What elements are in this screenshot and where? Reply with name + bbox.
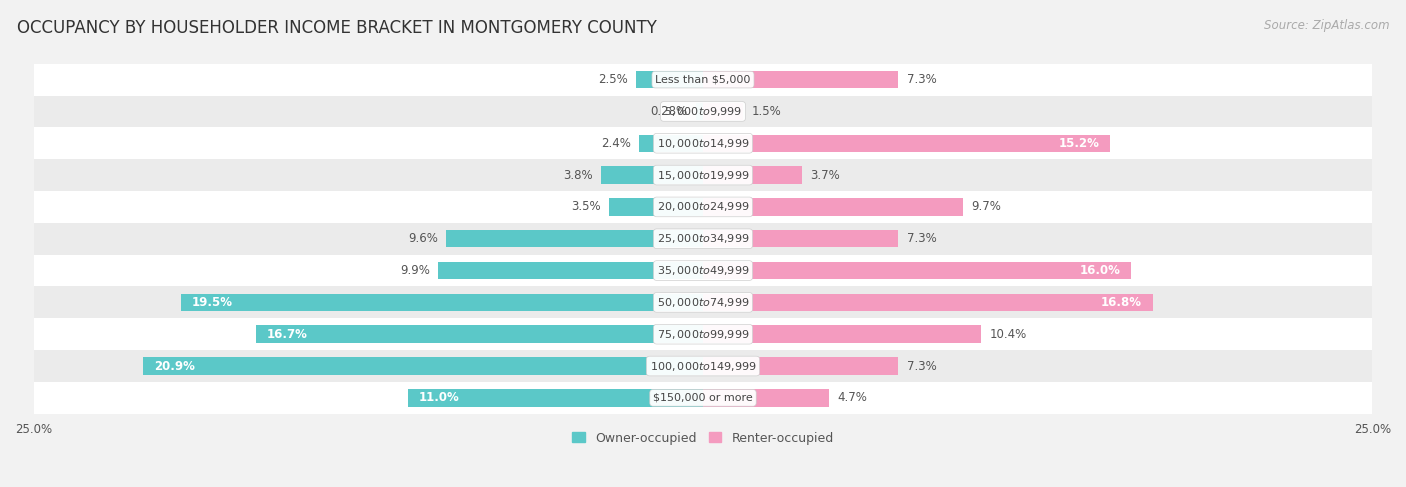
Text: 7.3%: 7.3% <box>907 359 936 373</box>
Text: $5,000 to $9,999: $5,000 to $9,999 <box>664 105 742 118</box>
Text: 2.4%: 2.4% <box>600 137 631 150</box>
Text: 4.7%: 4.7% <box>837 392 866 404</box>
Bar <box>696 103 703 120</box>
Text: $10,000 to $14,999: $10,000 to $14,999 <box>657 137 749 150</box>
Text: Less than $5,000: Less than $5,000 <box>655 75 751 85</box>
Bar <box>409 389 703 407</box>
Text: $100,000 to $149,999: $100,000 to $149,999 <box>650 359 756 373</box>
Text: $20,000 to $24,999: $20,000 to $24,999 <box>657 201 749 213</box>
Bar <box>703 134 1109 152</box>
Text: $25,000 to $34,999: $25,000 to $34,999 <box>657 232 749 245</box>
Text: OCCUPANCY BY HOUSEHOLDER INCOME BRACKET IN MONTGOMERY COUNTY: OCCUPANCY BY HOUSEHOLDER INCOME BRACKET … <box>17 19 657 37</box>
Bar <box>703 230 898 247</box>
Bar <box>34 318 1372 350</box>
Text: 7.3%: 7.3% <box>907 73 936 86</box>
Bar <box>34 286 1372 318</box>
Bar <box>446 230 703 247</box>
Text: 9.6%: 9.6% <box>408 232 437 245</box>
Bar <box>34 382 1372 414</box>
Bar <box>636 71 703 88</box>
Text: 7.3%: 7.3% <box>907 232 936 245</box>
Text: 16.0%: 16.0% <box>1080 264 1121 277</box>
Bar <box>256 325 703 343</box>
Text: 16.8%: 16.8% <box>1101 296 1142 309</box>
Text: $75,000 to $99,999: $75,000 to $99,999 <box>657 328 749 341</box>
Text: 9.7%: 9.7% <box>970 201 1001 213</box>
Bar <box>609 198 703 216</box>
Text: Source: ZipAtlas.com: Source: ZipAtlas.com <box>1264 19 1389 33</box>
Bar <box>437 262 703 280</box>
Text: 2.5%: 2.5% <box>599 73 628 86</box>
Bar <box>602 167 703 184</box>
Bar <box>703 167 801 184</box>
Text: 19.5%: 19.5% <box>191 296 232 309</box>
Bar <box>638 134 703 152</box>
Bar <box>34 350 1372 382</box>
Bar <box>34 64 1372 95</box>
Bar <box>34 223 1372 255</box>
Bar <box>703 198 963 216</box>
Text: 1.5%: 1.5% <box>751 105 780 118</box>
Bar <box>34 255 1372 286</box>
Text: 11.0%: 11.0% <box>419 392 460 404</box>
Text: 3.8%: 3.8% <box>564 169 593 182</box>
Text: 3.5%: 3.5% <box>572 201 602 213</box>
Bar <box>34 159 1372 191</box>
Bar <box>703 71 898 88</box>
Text: $35,000 to $49,999: $35,000 to $49,999 <box>657 264 749 277</box>
Text: 10.4%: 10.4% <box>990 328 1026 341</box>
Bar <box>143 357 703 375</box>
Text: $50,000 to $74,999: $50,000 to $74,999 <box>657 296 749 309</box>
Bar <box>703 325 981 343</box>
Bar <box>181 294 703 311</box>
Text: 0.28%: 0.28% <box>651 105 688 118</box>
Text: $150,000 or more: $150,000 or more <box>654 393 752 403</box>
Text: $15,000 to $19,999: $15,000 to $19,999 <box>657 169 749 182</box>
Bar <box>703 262 1132 280</box>
Bar <box>703 357 898 375</box>
Bar <box>34 127 1372 159</box>
Text: 16.7%: 16.7% <box>267 328 308 341</box>
Text: 9.9%: 9.9% <box>399 264 430 277</box>
Bar <box>34 95 1372 127</box>
Bar <box>703 294 1153 311</box>
Text: 15.2%: 15.2% <box>1059 137 1099 150</box>
Text: 20.9%: 20.9% <box>155 359 195 373</box>
Legend: Owner-occupied, Renter-occupied: Owner-occupied, Renter-occupied <box>568 427 838 450</box>
Bar <box>703 389 830 407</box>
Bar <box>703 103 744 120</box>
Bar <box>34 191 1372 223</box>
Text: 3.7%: 3.7% <box>810 169 839 182</box>
